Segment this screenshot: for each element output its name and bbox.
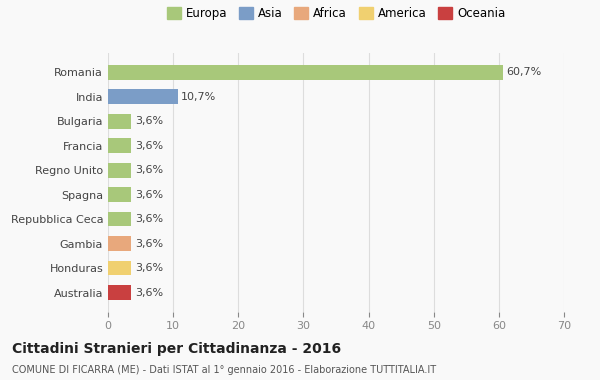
Bar — [108, 114, 131, 128]
Text: 3,6%: 3,6% — [135, 165, 163, 175]
Bar — [108, 236, 131, 251]
Text: 3,6%: 3,6% — [135, 263, 163, 273]
Text: 10,7%: 10,7% — [181, 92, 216, 102]
Text: 60,7%: 60,7% — [506, 67, 542, 77]
Text: 3,6%: 3,6% — [135, 116, 163, 126]
Legend: Europa, Asia, Africa, America, Oceania: Europa, Asia, Africa, America, Oceania — [162, 2, 510, 25]
Text: Cittadini Stranieri per Cittadinanza - 2016: Cittadini Stranieri per Cittadinanza - 2… — [12, 342, 341, 356]
Text: 3,6%: 3,6% — [135, 288, 163, 298]
Bar — [108, 138, 131, 153]
Text: 3,6%: 3,6% — [135, 141, 163, 151]
Text: 3,6%: 3,6% — [135, 239, 163, 249]
Bar — [108, 163, 131, 177]
Text: 3,6%: 3,6% — [135, 214, 163, 224]
Bar — [108, 187, 131, 202]
Text: COMUNE DI FICARRA (ME) - Dati ISTAT al 1° gennaio 2016 - Elaborazione TUTTITALIA: COMUNE DI FICARRA (ME) - Dati ISTAT al 1… — [12, 365, 436, 375]
Text: 3,6%: 3,6% — [135, 190, 163, 200]
Bar — [108, 65, 503, 80]
Bar — [108, 261, 131, 276]
Bar — [108, 212, 131, 226]
Bar — [108, 285, 131, 300]
Bar — [108, 89, 178, 104]
